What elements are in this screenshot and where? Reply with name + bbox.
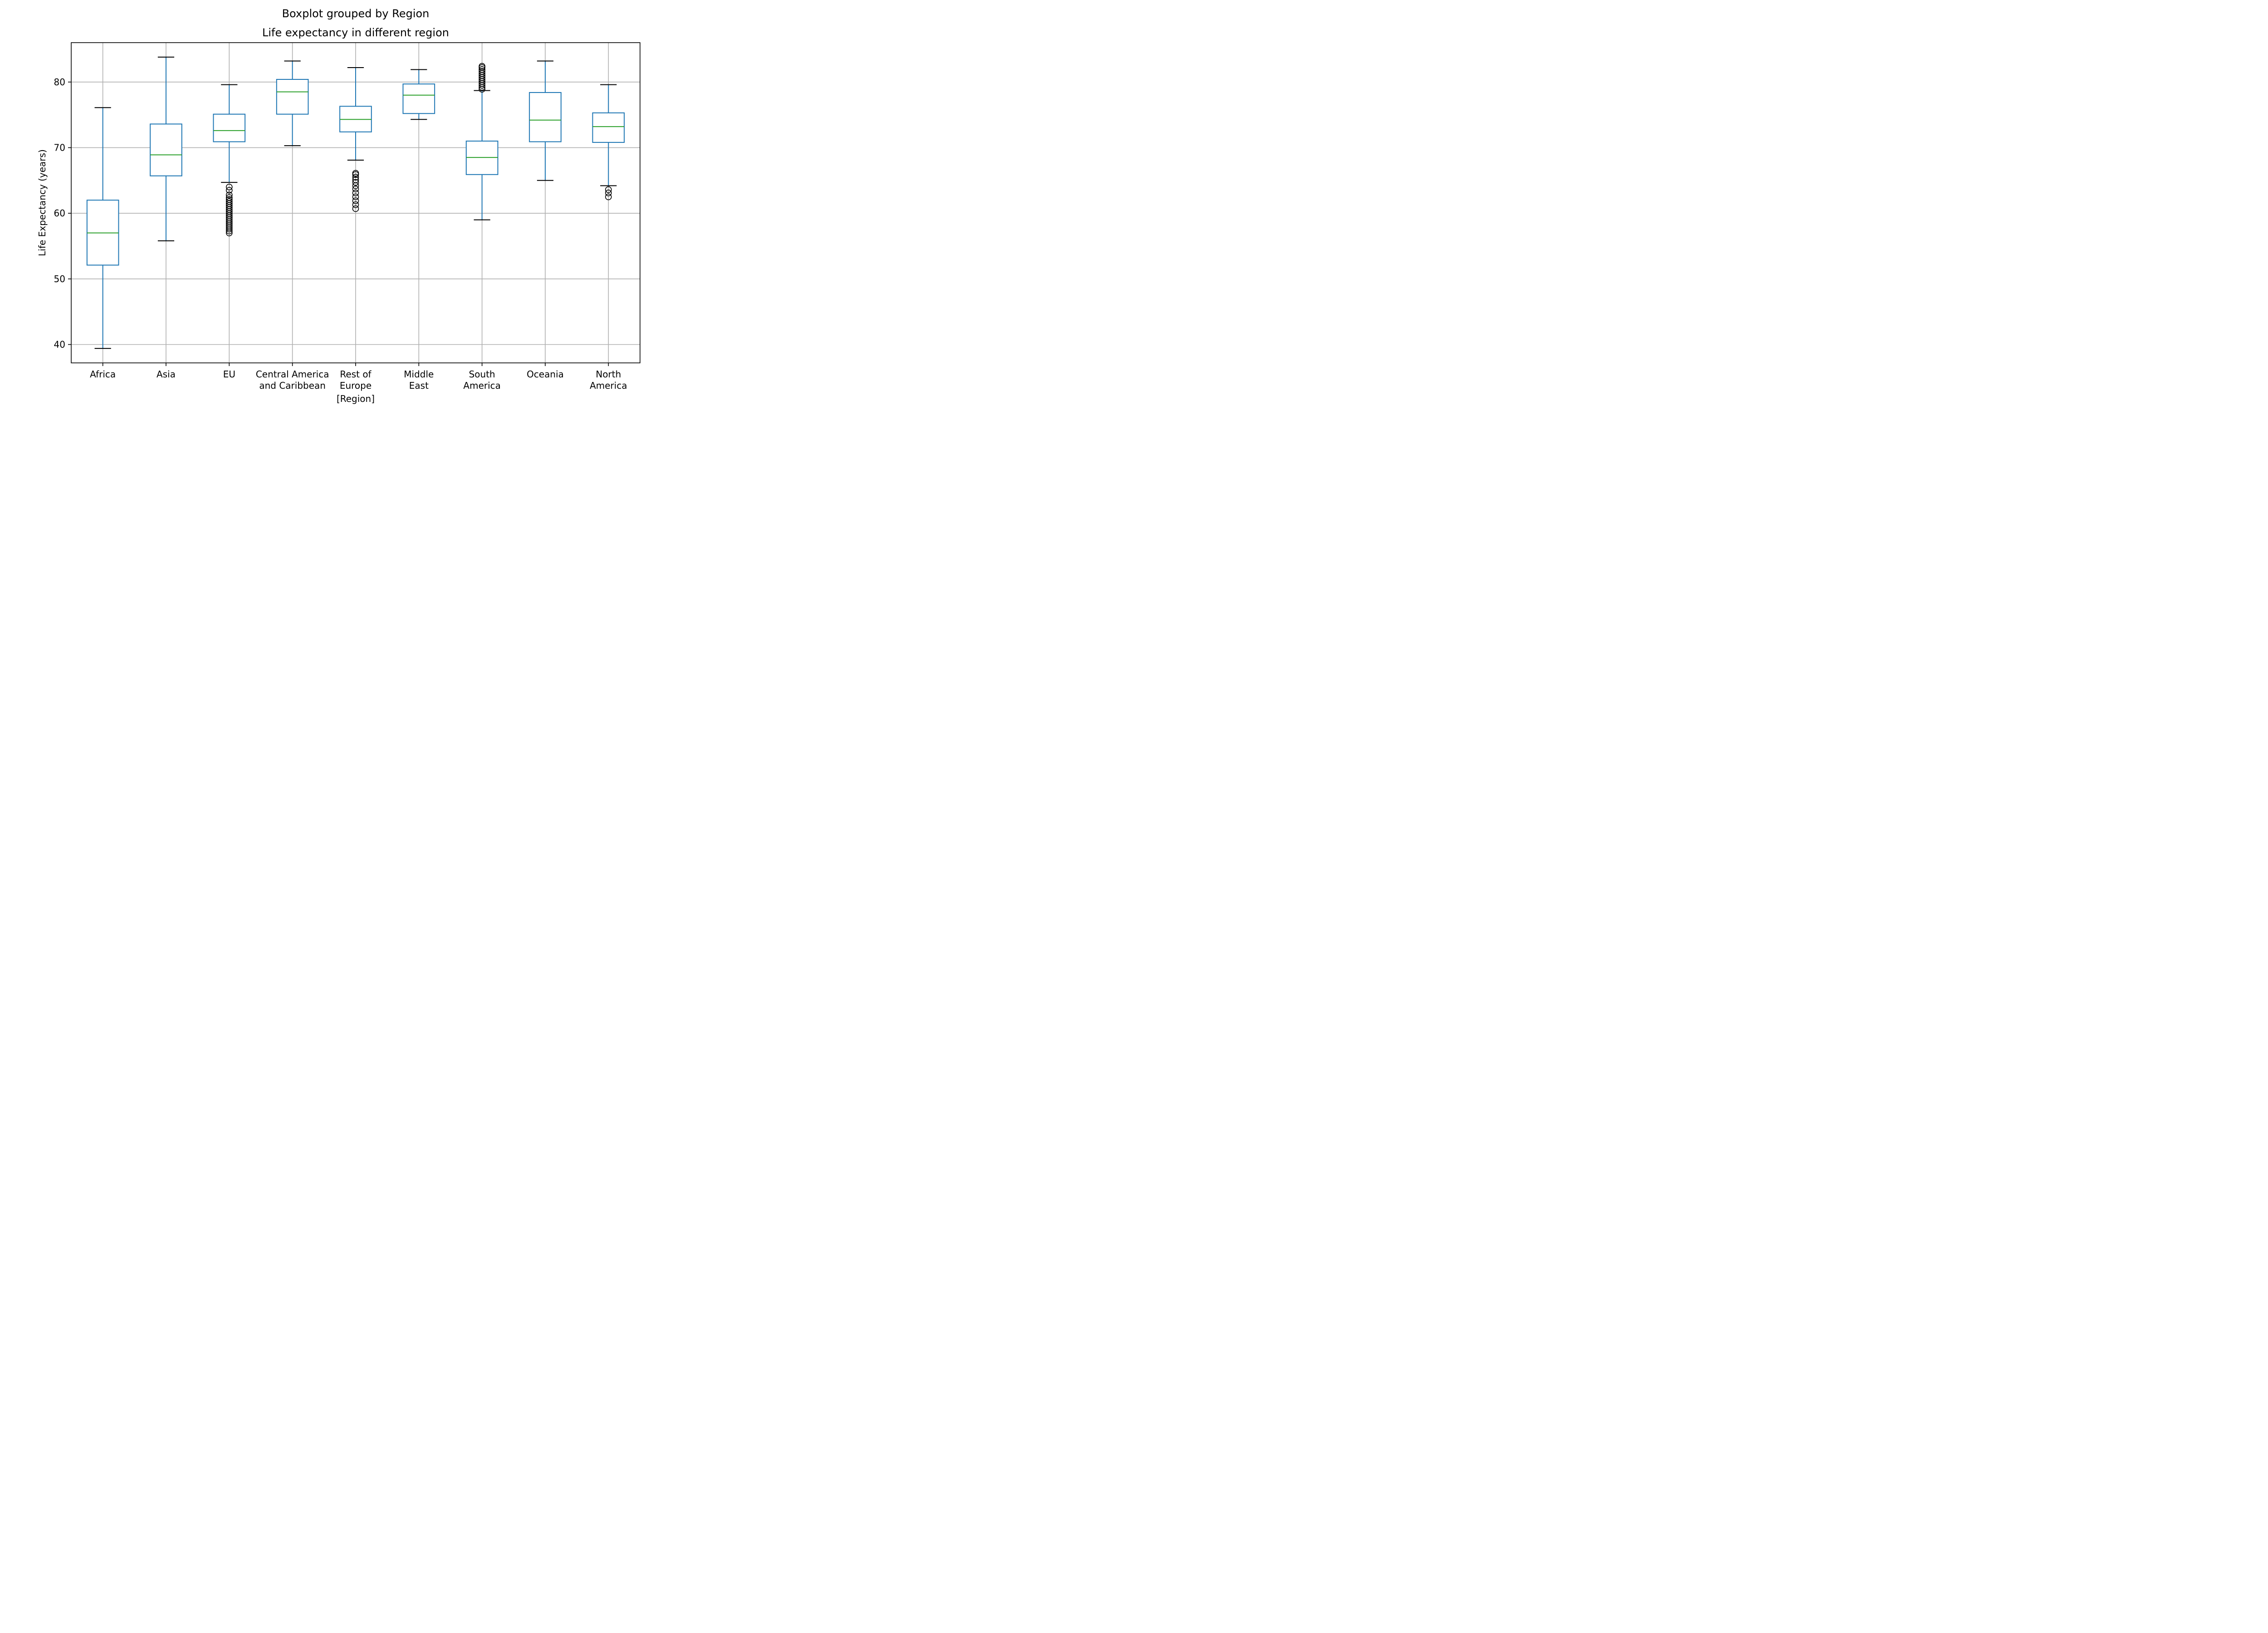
outlier-point bbox=[605, 186, 612, 193]
outlier-point bbox=[226, 183, 233, 191]
y-axis: 40 50 60 70 80 bbox=[54, 77, 71, 350]
y-axis-label: Life Expectancy (years) bbox=[37, 149, 48, 256]
outlier-point bbox=[605, 193, 612, 200]
x-tick-label: Oceania bbox=[527, 369, 564, 380]
outlier-point bbox=[352, 205, 359, 212]
y-tick-label: 60 bbox=[54, 208, 65, 219]
outlier-point bbox=[352, 186, 359, 192]
boxplot-chart: Boxplot grouped by Region Life expectanc… bbox=[37, 7, 640, 404]
y-tick-label: 40 bbox=[54, 339, 65, 350]
x-axis: Africa Asia EU Central America and Caribbean… bbox=[90, 363, 627, 391]
box-series bbox=[86, 56, 625, 349]
chart-title: Life expectancy in different region bbox=[262, 26, 449, 39]
x-tick-label: Rest of Europe bbox=[340, 369, 372, 391]
outlier-point bbox=[479, 68, 485, 75]
y-tick-label: 80 bbox=[54, 77, 65, 88]
x-tick-label: Asia bbox=[156, 369, 176, 380]
outlier-point bbox=[226, 196, 233, 203]
x-axis-label: [Region] bbox=[337, 393, 375, 404]
x-tick-label: Central America and Caribbean bbox=[256, 369, 329, 391]
outlier-point bbox=[479, 63, 485, 70]
iqr-box bbox=[276, 79, 309, 115]
iqr-box bbox=[402, 83, 435, 114]
outlier-point bbox=[352, 179, 359, 186]
iqr-box bbox=[592, 112, 625, 143]
outlier-point bbox=[479, 66, 485, 73]
y-tick-label: 50 bbox=[54, 274, 65, 284]
box-group bbox=[529, 60, 562, 181]
box-group bbox=[339, 67, 372, 212]
outlier-point bbox=[226, 194, 233, 201]
outlier-point bbox=[352, 170, 359, 177]
outlier-point bbox=[226, 198, 233, 205]
box-group bbox=[213, 84, 246, 236]
box-group bbox=[276, 60, 309, 147]
outlier-point bbox=[352, 189, 359, 196]
y-tick-label: 70 bbox=[54, 142, 65, 153]
outlier-point bbox=[352, 176, 359, 183]
iqr-box bbox=[213, 113, 246, 142]
outlier-point bbox=[352, 201, 359, 208]
outlier-point bbox=[352, 193, 359, 200]
iqr-box bbox=[150, 123, 182, 176]
box-group bbox=[86, 107, 119, 349]
outlier-point bbox=[226, 187, 233, 194]
outlier-point bbox=[226, 191, 233, 198]
box-group bbox=[402, 69, 435, 120]
box-group bbox=[592, 84, 625, 200]
x-tick-label: Middle East bbox=[404, 369, 434, 391]
box-group bbox=[465, 63, 499, 220]
x-tick-label: EU bbox=[223, 369, 235, 380]
chart-suptitle: Boxplot grouped by Region bbox=[282, 7, 430, 20]
box-group bbox=[150, 56, 182, 241]
outlier-point bbox=[352, 197, 359, 204]
x-tick-label: North America bbox=[590, 369, 627, 391]
outlier-point bbox=[605, 189, 612, 196]
x-tick-label: Africa bbox=[90, 369, 116, 380]
outlier-point bbox=[352, 174, 359, 181]
x-tick-label: South America bbox=[463, 369, 501, 391]
iqr-box bbox=[529, 92, 562, 142]
